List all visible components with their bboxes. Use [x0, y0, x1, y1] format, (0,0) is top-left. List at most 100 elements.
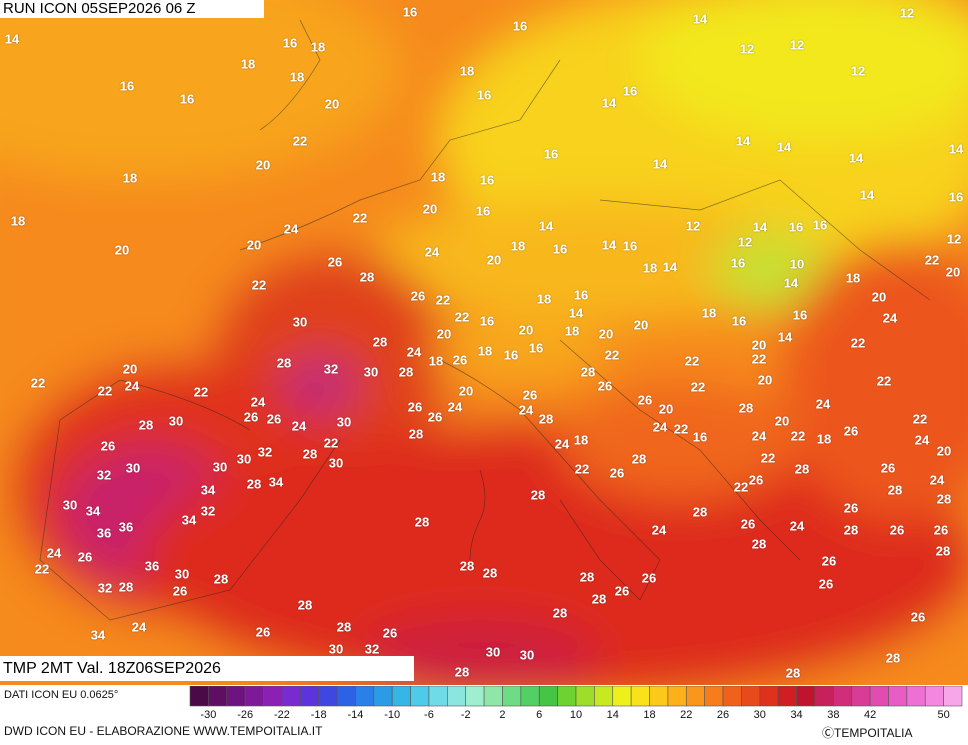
- temperature-label: 24: [752, 428, 767, 443]
- temperature-label: 26: [638, 392, 652, 407]
- temperature-label: 32: [258, 444, 272, 459]
- temperature-label: 24: [883, 310, 898, 325]
- temperature-label: 24: [448, 399, 463, 414]
- temperature-label: 22: [761, 450, 775, 465]
- colorbar-tick-label: -10: [384, 709, 400, 721]
- temperature-label: 16: [180, 91, 194, 106]
- temperature-label: 36: [119, 519, 133, 534]
- temperature-label: 12: [790, 37, 804, 52]
- temperature-label: 28: [483, 565, 497, 580]
- temperature-label: 28: [592, 591, 606, 606]
- temperature-label: 22: [455, 309, 469, 324]
- temperature-label: 28: [303, 446, 317, 461]
- temperature-label: 28: [580, 569, 594, 584]
- temperature-label: 16: [120, 78, 134, 93]
- temperature-label: 16: [693, 429, 707, 444]
- temperature-label: 22: [31, 375, 45, 390]
- temperature-label: 26: [598, 378, 612, 393]
- temperature-label: 16: [477, 87, 491, 102]
- temperature-label: 26: [256, 624, 270, 639]
- temperature-label: 18: [574, 432, 588, 447]
- temperature-label: 16: [504, 347, 518, 362]
- temperature-label: 12: [686, 218, 700, 233]
- temperature-label: 22: [691, 379, 705, 394]
- temperature-label: 20: [123, 361, 137, 376]
- colorbar-swatch: [796, 686, 816, 707]
- colorbar-tick-label: 14: [607, 709, 619, 721]
- temperature-label: 20: [437, 326, 451, 341]
- temperature-label: 26: [78, 549, 92, 564]
- temperature-label: 18: [311, 39, 325, 54]
- colorbar-swatch: [557, 686, 577, 707]
- temperature-label: 12: [738, 234, 752, 249]
- temperature-label: 20: [487, 252, 501, 267]
- temperature-label: 26: [615, 583, 629, 598]
- colorbar-swatch: [575, 686, 595, 707]
- temperature-label: 14: [753, 219, 768, 234]
- temperature-label: 28: [937, 491, 951, 506]
- temperature-label: 34: [201, 482, 216, 497]
- temperature-label: 26: [911, 609, 925, 624]
- temperature-label: 22: [734, 479, 748, 494]
- temperature-label: 22: [194, 384, 208, 399]
- temperature-label: 22: [674, 421, 688, 436]
- temperature-field: [0, 0, 968, 685]
- temperature-label: 18: [241, 56, 255, 71]
- temperature-label: 26: [428, 409, 442, 424]
- temperature-label: 28: [214, 571, 228, 586]
- temperature-label: 16: [544, 146, 558, 161]
- temperature-label: 16: [480, 172, 494, 187]
- temperature-label: 26: [741, 516, 755, 531]
- temperature-label: 14: [860, 187, 875, 202]
- colorbar-swatch: [410, 686, 430, 707]
- temperature-label: 24: [790, 518, 805, 533]
- colorbar-swatch: [244, 686, 264, 707]
- temperature-label: 24: [407, 344, 422, 359]
- colorbar-tick-label: -14: [347, 709, 363, 721]
- temperature-label: 28: [888, 482, 902, 497]
- temperature-label: 28: [399, 364, 413, 379]
- temperature-label: 22: [877, 373, 891, 388]
- temperature-label: 14: [777, 139, 792, 154]
- temperature-label: 32: [201, 503, 215, 518]
- temperature-label: 16: [732, 313, 746, 328]
- temperature-label: 18: [537, 291, 551, 306]
- temperature-label: 24: [284, 221, 299, 236]
- temperature-label: 26: [610, 465, 624, 480]
- temperature-label: 26: [101, 438, 115, 453]
- temperature-label: 14: [539, 218, 554, 233]
- temperature-label: 24: [915, 432, 930, 447]
- temperature-label: 22: [98, 383, 112, 398]
- temperature-label: 22: [791, 428, 805, 443]
- colorbar-swatch: [465, 686, 485, 707]
- colorbar-tick-label: -26: [237, 709, 253, 721]
- temperature-label: 28: [581, 364, 595, 379]
- temperature-label: 24: [930, 472, 945, 487]
- temperature-label: 20: [634, 317, 648, 332]
- temperature-label: 24: [519, 402, 534, 417]
- temperature-label: 28: [739, 400, 753, 415]
- colorbar-tick-label: 50: [937, 709, 949, 721]
- temperature-label: 22: [293, 133, 307, 148]
- temperature-label: 18: [460, 63, 474, 78]
- temperature-label: 30: [337, 414, 351, 429]
- temperature-label: 28: [752, 536, 766, 551]
- temperature-label: 22: [605, 347, 619, 362]
- colorbar-swatch: [612, 686, 632, 707]
- temperature-label: 22: [752, 351, 766, 366]
- field-title: TMP 2MT Val. 18Z06SEP2026: [0, 656, 414, 681]
- temperature-label: 22: [685, 353, 699, 368]
- temperature-label: 28: [373, 334, 387, 349]
- colorbar-swatch: [777, 686, 797, 707]
- temperature-label: 14: [784, 275, 799, 290]
- temperature-label: 16: [813, 217, 827, 232]
- temperature-label: 28: [531, 487, 545, 502]
- temperature-label: 28: [455, 664, 469, 679]
- temperature-label: 26: [749, 472, 763, 487]
- colorbar-swatch: [833, 686, 853, 707]
- temperature-label: 32: [365, 641, 379, 656]
- temperature-label: 28: [277, 355, 291, 370]
- colorbar-swatch: [189, 686, 209, 707]
- temperature-label: 26: [267, 411, 281, 426]
- temperature-label: 18: [11, 213, 25, 228]
